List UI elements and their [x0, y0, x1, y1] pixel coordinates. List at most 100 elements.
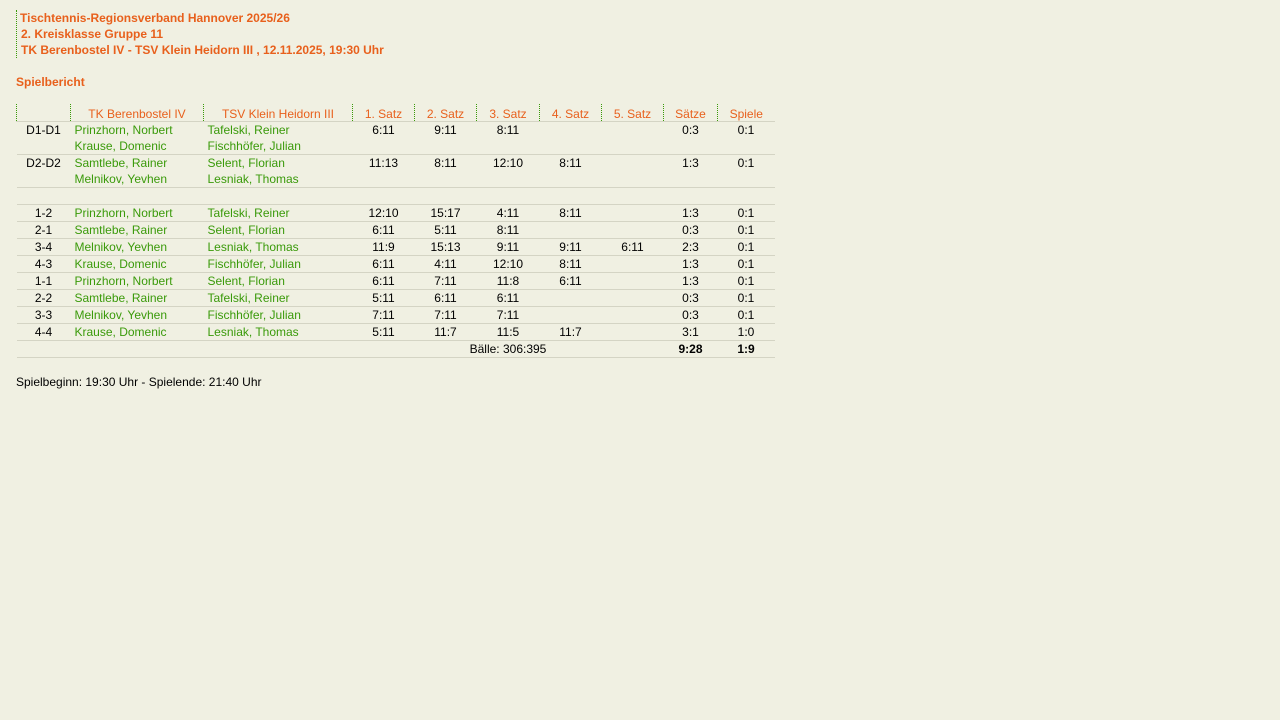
column-header: TSV Klein Heidorn III — [203, 104, 353, 122]
set-score: 11:7 — [539, 323, 602, 341]
sets-result: 0:3 — [663, 121, 718, 155]
set-score: 11:8 — [476, 272, 540, 290]
sets-result: 0:3 — [663, 306, 718, 324]
empty — [203, 340, 353, 358]
singles-row: 1-1 Prinzhorn, Norbert Selent, Florian 6:11… — [16, 272, 775, 290]
home-player: Krause, Domenic — [70, 255, 204, 273]
home-player: Prinzhorn, Norbert — [70, 204, 204, 222]
away-players: Tafelski, Reiner Fischhöfer, Julian — [203, 121, 353, 155]
set-score — [601, 306, 664, 324]
column-header — [16, 104, 71, 122]
position: 3-4 — [16, 238, 71, 256]
away-player: Lesniak, Thomas — [203, 323, 353, 341]
set-score: 7:11 — [476, 306, 540, 324]
column-header: 1. Satz — [352, 104, 415, 122]
set-score: 11:5 — [476, 323, 540, 341]
position: D1-D1 — [16, 121, 71, 155]
sets-result: 1:3 — [663, 204, 718, 222]
set-score: 15:17 — [414, 204, 477, 222]
set-score: 6:11 — [352, 221, 415, 239]
set-score — [539, 221, 602, 239]
column-header: 2. Satz — [414, 104, 477, 122]
set-score — [539, 121, 602, 155]
balls-total: Bälle: 306:395 — [414, 340, 602, 358]
position: 1-1 — [16, 272, 71, 290]
set-score — [601, 255, 664, 273]
set-score: 9:11 — [414, 121, 477, 155]
set-score — [539, 289, 602, 307]
empty — [352, 340, 415, 358]
game-result: 0:1 — [717, 121, 775, 155]
set-score: 9:11 — [476, 238, 540, 256]
set-score: 9:11 — [539, 238, 602, 256]
away-player: Selent, Florian — [203, 221, 353, 239]
away-player: Selent, Florian — [203, 272, 353, 290]
position: 3-3 — [16, 306, 71, 324]
singles-row: 3-4 Melnikov, Yevhen Lesniak, Thomas 11:9 15… — [16, 238, 775, 256]
sets-result: 1:3 — [663, 255, 718, 273]
spacer — [16, 187, 775, 205]
home-player: Krause, Domenic — [70, 323, 204, 341]
column-header: 5. Satz — [601, 104, 664, 122]
set-score — [601, 154, 664, 188]
player: Prinzhorn, Norbert — [74, 123, 173, 137]
sets-result: 0:3 — [663, 221, 718, 239]
singles-row: 2-1 Samtlebe, Rainer Selent, Florian 6:11 5:… — [16, 221, 775, 239]
singles-row: 1-2 Prinzhorn, Norbert Tafelski, Reiner 12:… — [16, 204, 775, 222]
player: Samtlebe, Rainer — [74, 156, 168, 170]
league-title: 2. Kreisklasse Gruppe 11 — [21, 27, 164, 41]
set-score: 12:10 — [476, 255, 540, 273]
set-score — [539, 306, 602, 324]
game-result: 0:1 — [717, 154, 775, 188]
sets-result: 1:3 — [663, 154, 718, 188]
game-result: 1:0 — [717, 323, 775, 341]
set-score: 7:11 — [352, 306, 415, 324]
match-report-table: TK Berenbostel IV TSV Klein Heidorn III 1.… — [16, 104, 775, 358]
game-result: 0:1 — [717, 238, 775, 256]
set-score: 6:11 — [352, 121, 415, 155]
report-title: Spielbericht — [16, 75, 85, 89]
set-score — [601, 323, 664, 341]
sets-total: 9:28 — [663, 340, 718, 358]
column-header: TK Berenbostel IV — [70, 104, 204, 122]
player: Melnikov, Yevhen — [74, 172, 168, 186]
set-score: 6:11 — [601, 238, 664, 256]
player: Krause, Domenic — [74, 139, 167, 153]
totals-row: Bälle: 306:395 9:28 1:9 — [16, 340, 775, 358]
set-score — [601, 204, 664, 222]
set-score: 6:11 — [352, 272, 415, 290]
away-player: Tafelski, Reiner — [203, 204, 353, 222]
sets-result: 1:3 — [663, 272, 718, 290]
empty — [601, 340, 664, 358]
singles-row: 3-3 Melnikov, Yevhen Fischhöfer, Julian 7:1… — [16, 306, 775, 324]
singles-row: 4-3 Krause, Domenic Fischhöfer, Julian 6:11… — [16, 255, 775, 273]
set-score — [601, 121, 664, 155]
match-title: TK Berenbostel IV - TSV Klein Heidorn II… — [21, 43, 384, 57]
position: 2-2 — [16, 289, 71, 307]
set-score: 8:11 — [539, 154, 602, 188]
spacer-row — [16, 187, 775, 205]
page-header: Tischtennis-Regionsverband Hannover 2025… — [16, 10, 384, 58]
home-player: Prinzhorn, Norbert — [70, 272, 204, 290]
column-header: 3. Satz — [476, 104, 540, 122]
player: Lesniak, Thomas — [207, 172, 299, 186]
home-players: Samtlebe, Rainer Melnikov, Yevhen — [70, 154, 204, 188]
empty — [70, 340, 204, 358]
game-result: 0:1 — [717, 204, 775, 222]
set-score: 5:11 — [352, 289, 415, 307]
set-score: 11:13 — [352, 154, 415, 188]
position: 1-2 — [16, 204, 71, 222]
set-score: 8:11 — [539, 255, 602, 273]
column-header: Sätze — [663, 104, 718, 122]
position: 2-1 — [16, 221, 71, 239]
set-score: 8:11 — [539, 204, 602, 222]
empty — [16, 340, 71, 358]
position: 4-3 — [16, 255, 71, 273]
position: 4-4 — [16, 323, 71, 341]
set-score: 7:11 — [414, 272, 477, 290]
away-player: Tafelski, Reiner — [203, 289, 353, 307]
column-header: 4. Satz — [539, 104, 602, 122]
game-result: 0:1 — [717, 272, 775, 290]
doubles-row: D1-D1 Prinzhorn, Norbert Krause, Domenic Ta… — [16, 121, 775, 155]
set-score: 6:11 — [539, 272, 602, 290]
